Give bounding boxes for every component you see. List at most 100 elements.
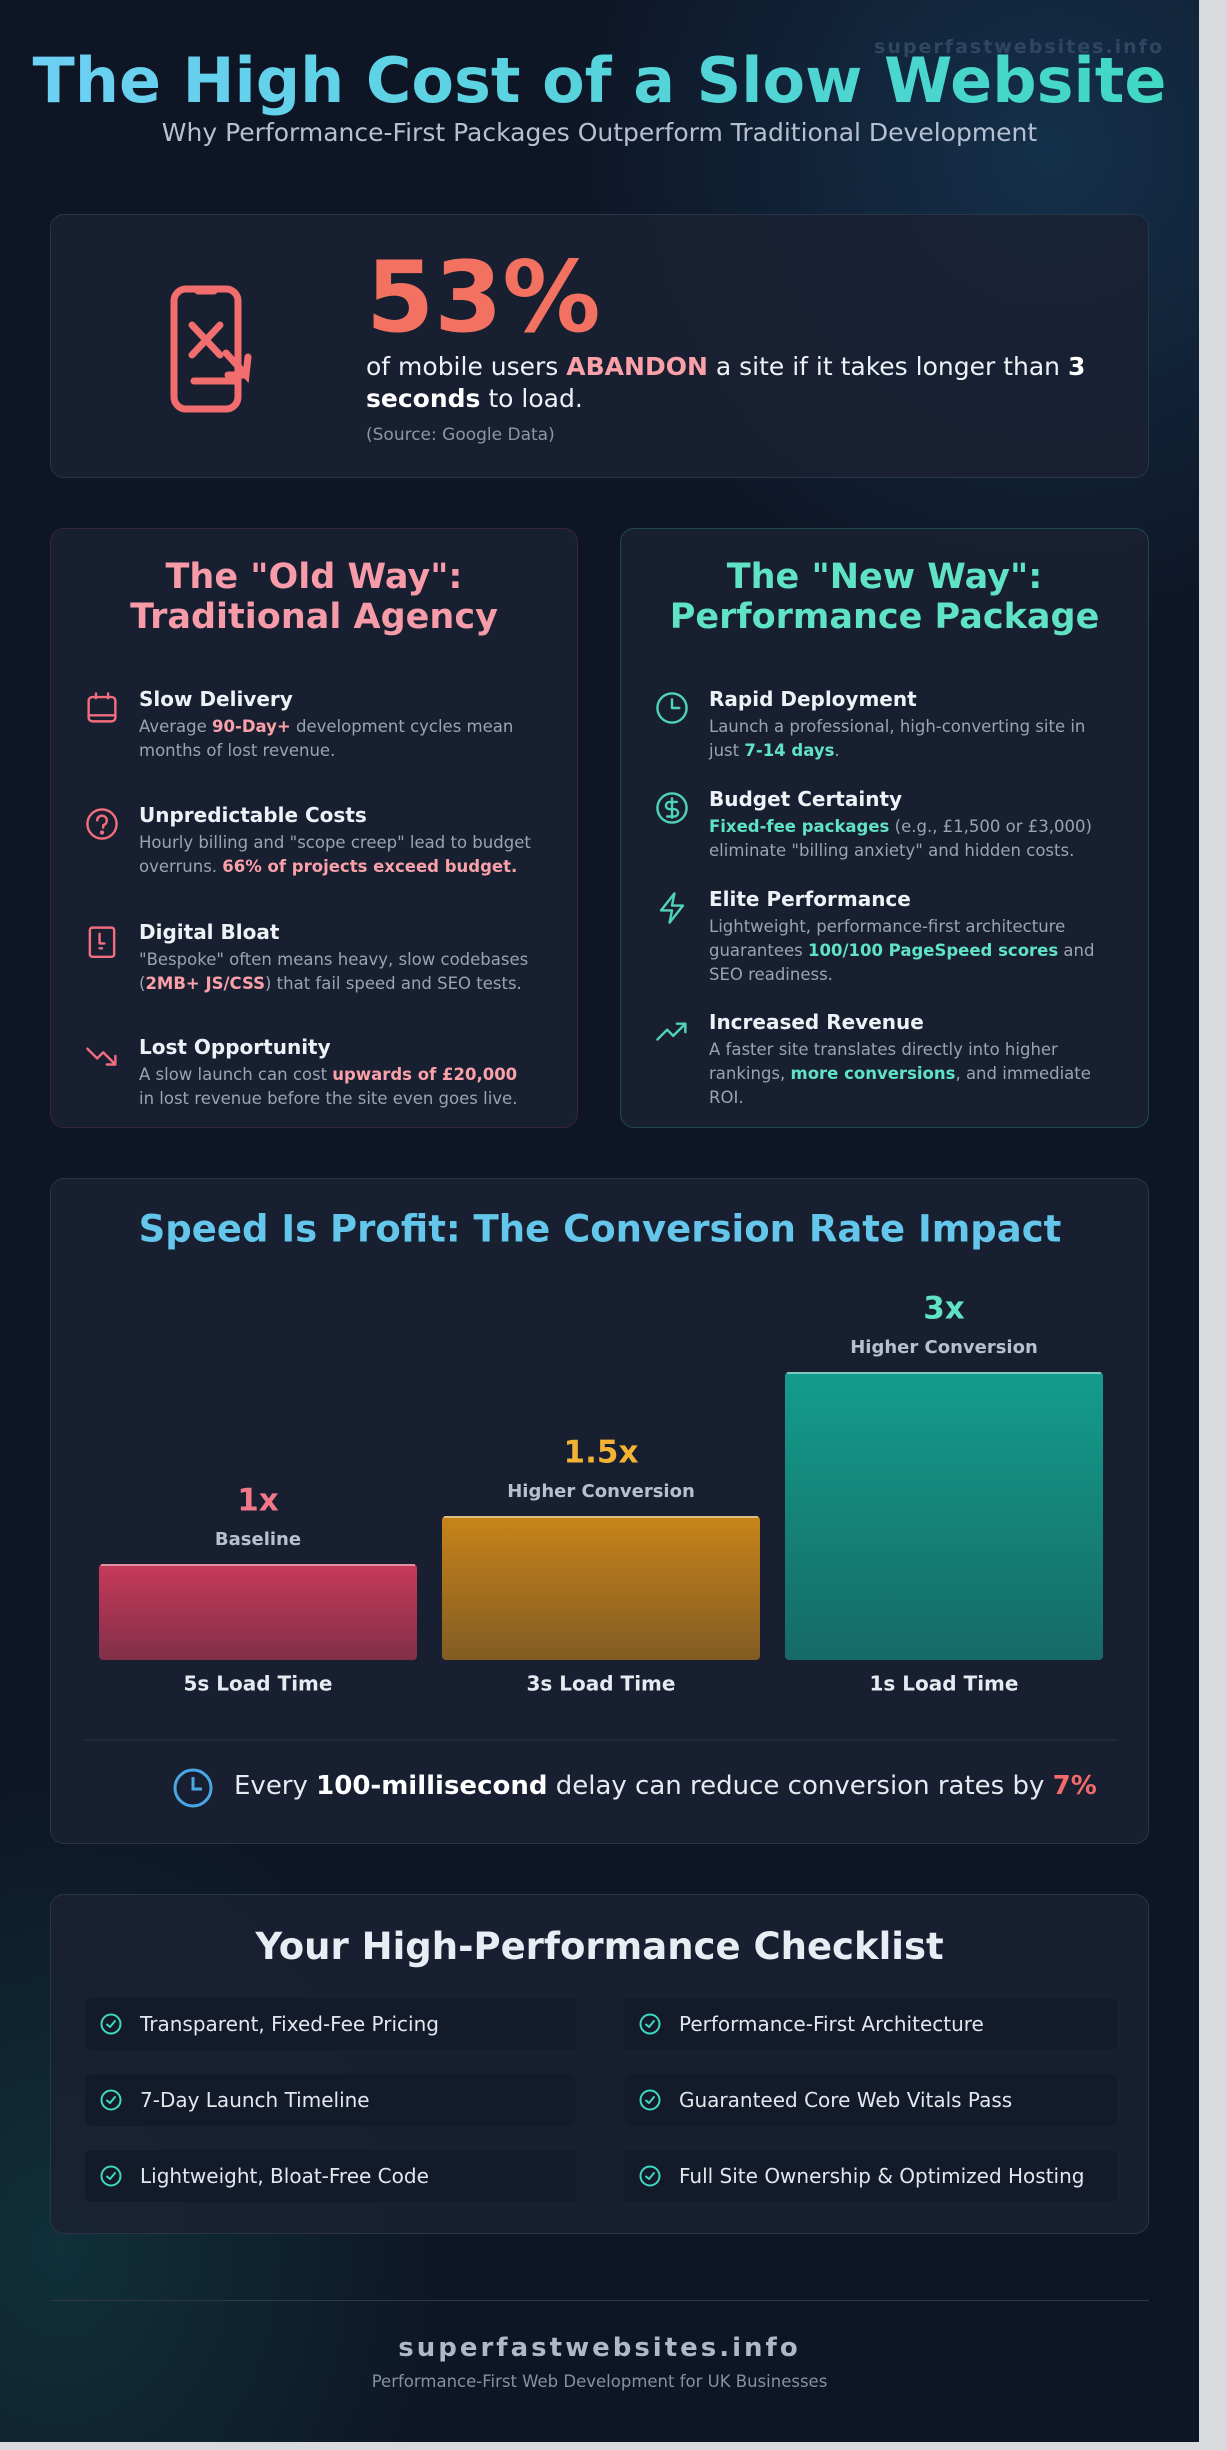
highlight: ABANDON (566, 352, 708, 381)
highlight: 90-Day+ (212, 717, 291, 736)
stat-text: of mobile users ABANDON a site if it tak… (366, 351, 1086, 415)
feature-item: Lost Opportunity A slow launch can cost u… (139, 1035, 534, 1111)
feature-text: Fixed-fee packages (e.g., £1,500 or £3,0… (709, 815, 1104, 863)
feature-icon (655, 691, 689, 725)
chart-card: Speed Is Profit: The Conversion Rate Imp… (50, 1178, 1149, 1844)
text-run: delay can reduce conversion rates by (547, 1771, 1053, 1801)
highlight: 2MB+ JS/CSS (145, 974, 265, 993)
check-icon (638, 2164, 662, 2188)
new-way-card: The "New Way": Performance Package Rapid D… (620, 528, 1149, 1128)
bar (442, 1516, 760, 1660)
feature-icon (85, 924, 119, 958)
feature-text: A slow launch can cost upwards of £20,00… (139, 1063, 534, 1111)
checklist-item: Guaranteed Core Web Vitals Pass (624, 2074, 1117, 2126)
checklist-card: Your High-Performance Checklist Transpar… (50, 1894, 1149, 2234)
bar-sublabel: Baseline (215, 1529, 301, 1550)
column-title: Performance Package (669, 597, 1100, 637)
x-tick-label: 3s Load Time (527, 1672, 676, 1696)
feature-heading: Rapid Deployment (709, 687, 917, 711)
text-run: A slow launch can cost (139, 1065, 333, 1084)
feature-icon (85, 807, 119, 841)
text-run: ) that fail speed and SEO tests. (264, 974, 522, 993)
stat-card: 53% of mobile users ABANDON a site if it… (50, 214, 1149, 478)
x-tick-label: 1s Load Time (870, 1672, 1019, 1696)
text-run: A faster site translates directly into h… (709, 1040, 1058, 1083)
feature-heading: Unpredictable Costs (139, 803, 367, 827)
text-run: , and immediate ROI. (709, 1064, 1091, 1107)
bar-highlight (787, 1372, 1101, 1374)
highlight: 7% (1052, 1771, 1097, 1801)
feature-heading: Slow Delivery (139, 687, 293, 711)
feature-item: Increased Revenue A faster site translate… (709, 1010, 1104, 1110)
highlight: more conversions (790, 1064, 956, 1083)
chart-title: Speed Is Profit: The Conversion Rate Imp… (139, 1208, 1062, 1251)
footer-brand: superfastwebsites.info (398, 2333, 801, 2363)
text-run: Launch a professional, high-converting s… (709, 717, 1086, 760)
feature-item: Slow Delivery Average 90-Day+ development… (139, 687, 534, 763)
highlight: 66% of projects exceed budget. (222, 857, 518, 876)
highlight: Fixed-fee packages (709, 817, 890, 836)
feature-text: Launch a professional, high-converting s… (709, 715, 1104, 763)
subtitle: Why Performance-First Packages Outperfor… (161, 118, 1038, 147)
text-run: and SEO readiness. (709, 941, 1095, 984)
column-title: The "New Way": (726, 557, 1043, 597)
text-run: in lost revenue before the site even goe… (139, 1089, 518, 1108)
check-icon (99, 2088, 123, 2112)
stat-figure: 53% (366, 241, 601, 355)
highlight: upwards of £20,000 (332, 1065, 518, 1084)
text-run: . (834, 741, 840, 760)
chart-note: Every 100-millisecond delay can reduce c… (234, 1771, 1097, 1801)
text-run: (e.g., £1,500 or £3,000) eliminate "bill… (709, 817, 1092, 860)
watermark: superfastwebsites.info (874, 36, 1164, 58)
feature-heading: Lost Opportunity (139, 1035, 331, 1059)
column-title: Traditional Agency (130, 597, 498, 637)
feature-text: "Bespoke" often means heavy, slow codeba… (139, 948, 534, 996)
text-run: development cycles mean months of lost r… (139, 717, 514, 760)
feature-icon (85, 691, 119, 725)
feature-icon (85, 1039, 119, 1073)
feature-item: Digital Bloat "Bespoke" often means heavy… (139, 920, 534, 996)
phone-icon (170, 285, 252, 413)
checklist-item: Performance-First Architecture (624, 1998, 1117, 2050)
feature-icon (655, 791, 689, 825)
bar (99, 1564, 417, 1660)
old-way-card: The "Old Way": Traditional Agency Slow Del… (50, 528, 578, 1128)
feature-item: Rapid Deployment Launch a professional, h… (709, 687, 1104, 763)
text-run: "Bespoke" often means heavy, slow codeba… (139, 950, 529, 993)
chart: Speed Is Profit: The Conversion Rate Imp… (85, 1208, 1117, 1808)
feature-text: A faster site translates directly into h… (709, 1038, 1104, 1110)
feature-text: Hourly billing and "scope creep" lead to… (139, 831, 534, 879)
checklist-title: Your High-Performance Checklist (255, 1925, 944, 1968)
feature-heading: Elite Performance (709, 887, 911, 911)
value-label: 1.5x (564, 1435, 639, 1471)
check-icon (99, 2164, 123, 2188)
value-label: 3x (923, 1291, 965, 1327)
feature-heading: Increased Revenue (709, 1010, 924, 1034)
text-run: Average (139, 717, 213, 736)
checklist-item: Lightweight, Bloat-Free Code (85, 2150, 576, 2202)
x-tick-label: 5s Load Time (184, 1672, 333, 1696)
text-run: Hourly billing and "scope creep" lead to… (139, 833, 531, 876)
footer-tagline: Performance-First Web Development for UK… (371, 2372, 828, 2391)
feature-icon (655, 891, 689, 925)
feature-heading: Digital Bloat (139, 920, 280, 944)
checklist-item: Transparent, Fixed-Fee Pricing (85, 1998, 576, 2050)
bar-highlight (101, 1564, 415, 1566)
highlight: 100-millisecond (316, 1771, 548, 1801)
stat-source: (Source: Google Data) (366, 425, 555, 445)
checklist-item: Full Site Ownership & Optimized Hosting (624, 2150, 1117, 2202)
feature-item: Budget Certainty Fixed-fee packages (e.g.… (709, 787, 1104, 863)
infographic: superfastwebsites.info The High Cost of … (0, 0, 1199, 2442)
bar-highlight (444, 1516, 758, 1518)
bar-sublabel: Higher Conversion (507, 1481, 695, 1502)
check-icon (638, 2012, 662, 2036)
title: The High Cost of a Slow Website (0, 44, 1199, 117)
text-run: Every (234, 1771, 317, 1801)
feature-text: Lightweight, performance-first architect… (709, 915, 1104, 987)
text-run: Lightweight, performance-first architect… (709, 917, 1066, 960)
text-run: to load. (480, 384, 583, 413)
column-title: The "Old Way": (165, 557, 463, 597)
text-run: of mobile users (366, 352, 567, 381)
checklist-item: 7-Day Launch Timeline (85, 2074, 576, 2126)
